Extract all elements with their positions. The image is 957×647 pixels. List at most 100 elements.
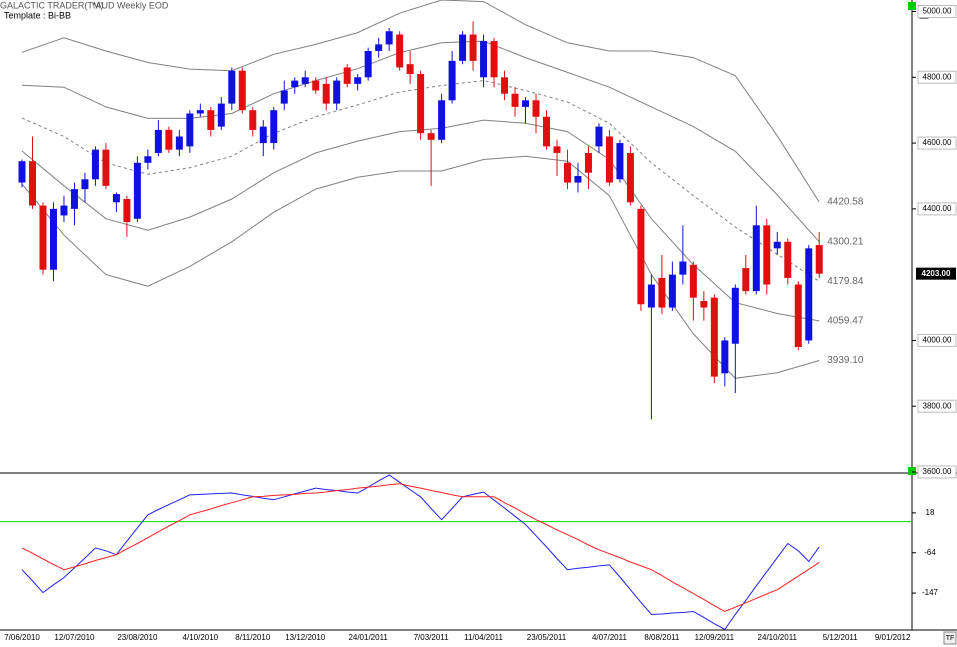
x-tick-label: 8/08/2011: [644, 633, 680, 642]
candle-body: [637, 208, 645, 305]
candle-body: [375, 44, 383, 51]
candle-body: [112, 194, 120, 203]
candle-body: [49, 208, 57, 270]
template: Template : Bi-BB: [4, 10, 71, 20]
band-label: 3939.10: [827, 355, 864, 366]
x-tick-label: 7/06/2010: [4, 633, 40, 642]
last-price-label: 4203.00: [922, 269, 951, 278]
y-tick-box: [917, 399, 957, 413]
y-tick-label: -64: [924, 548, 936, 557]
candle-body: [626, 152, 634, 203]
panel-handle[interactable]: [908, 467, 916, 475]
candle-body: [70, 189, 78, 209]
candle-body: [616, 143, 624, 180]
candle-body: [742, 268, 750, 292]
candle-body: [154, 129, 162, 153]
y-tick-label: 4400.00: [923, 204, 952, 213]
line: [21, 40, 820, 243]
line: [21, 483, 820, 613]
x-tick-label: 13/12/2010: [285, 633, 326, 642]
candle-body: [710, 297, 718, 377]
candle-body: [700, 300, 708, 308]
y-tick-box: [917, 70, 957, 84]
candle-body: [773, 241, 781, 249]
candle-body: [532, 100, 540, 117]
candle-body: [343, 67, 351, 84]
candle-body: [501, 77, 509, 94]
candle-body: [133, 162, 141, 219]
candle-body: [553, 146, 561, 153]
candle-body: [322, 83, 330, 104]
candle-body: [668, 274, 676, 308]
candle-body: [217, 103, 225, 127]
candle-body: [595, 126, 603, 147]
x-tick-label: 24/10/2011: [758, 633, 798, 642]
candle-body: [459, 34, 467, 61]
candle-body: [238, 70, 246, 111]
candle-body: [81, 179, 89, 190]
candle-body: [280, 90, 288, 104]
candle-body: [333, 80, 341, 104]
candle-body: [259, 126, 267, 144]
candle-body: [291, 80, 299, 88]
x-tick-label: 8/11/2010: [235, 633, 271, 642]
x-tick-label: 12/07/2010: [54, 633, 95, 642]
candle-body: [784, 241, 792, 278]
candle-body: [28, 161, 36, 206]
candle-body: [689, 264, 697, 298]
candle-body: [490, 41, 498, 78]
app-name: GALACTIC TRADER(TM): [0, 0, 103, 10]
candle-body: [480, 41, 488, 78]
candle-body: [563, 162, 571, 183]
oscillator-panel: [0, 474, 912, 630]
band-label: 4300.21: [827, 236, 864, 247]
candle-body: [658, 277, 666, 308]
candle-body: [102, 149, 110, 186]
band-label: 4420.58: [827, 197, 864, 208]
candle-body: [438, 100, 446, 140]
x-tick-label: 23/08/2010: [117, 633, 158, 642]
y-tick-label: 4800.00: [923, 72, 952, 81]
candle-body: [794, 284, 802, 348]
candle-body: [39, 205, 47, 270]
candle-body: [301, 77, 309, 84]
candle-body: [385, 31, 393, 45]
candle-body: [165, 129, 173, 150]
panel-handle[interactable]: [908, 2, 916, 10]
x-tick-label: 4/10/2010: [183, 633, 219, 642]
y-tick-label: 5000.00: [923, 7, 952, 16]
candle-body: [752, 225, 760, 292]
band-label: 4179.84: [827, 276, 864, 287]
candle-body: [584, 152, 592, 173]
line: [21, 0, 820, 203]
candle-body: [186, 113, 194, 147]
candle-body: [427, 133, 435, 140]
candle-body: [721, 340, 729, 374]
x-tick-label: 12/09/2011: [695, 633, 735, 642]
candle-body: [815, 245, 823, 274]
x-tick-label: 4/07/2011: [592, 633, 628, 642]
x-tick-label: 7/03/2011: [414, 633, 450, 642]
candle-body: [647, 284, 655, 308]
price-panel: [18, 0, 823, 420]
candle-body: [270, 110, 278, 144]
candle-body: [469, 34, 477, 61]
x-tick-label: 24/01/2011: [348, 633, 388, 642]
candle-body: [175, 136, 183, 150]
candle-body: [123, 198, 131, 223]
last-price-box: [916, 267, 956, 280]
y-tick-box: [917, 5, 957, 19]
y-tick-box: [917, 202, 957, 216]
y-tick-box: [917, 333, 957, 347]
candle-body: [196, 110, 204, 114]
candle-body: [60, 205, 68, 216]
y-tick-label: 4600.00: [923, 138, 952, 147]
candle-body: [522, 100, 530, 107]
candle-body: [354, 77, 362, 84]
candle-body: [574, 175, 582, 183]
tf-button[interactable]: [943, 631, 957, 645]
candle-body: [679, 261, 687, 275]
candle-body: [605, 136, 613, 183]
candle-body: [364, 50, 372, 78]
